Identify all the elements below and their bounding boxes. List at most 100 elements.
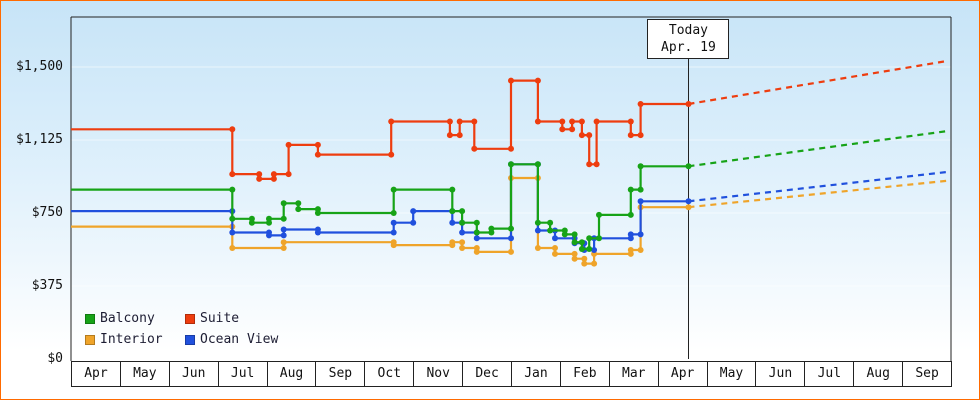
series-point-interior: [390, 242, 397, 249]
series-point-suite: [593, 161, 600, 168]
series-point-suite: [569, 118, 576, 125]
series-point-suite: [569, 126, 576, 133]
x-axis-month-label: Apr: [657, 361, 708, 387]
series-projection-balcony: [688, 130, 947, 168]
series-point-balcony: [508, 225, 514, 232]
series-point-interior: [637, 247, 644, 253]
x-axis-month-label: Apr: [71, 361, 121, 387]
series-point-interior: [449, 239, 456, 246]
legend-swatch-balcony: [85, 313, 95, 324]
chart-legend: Balcony Suite Interior Ocean View: [85, 311, 278, 347]
series-point-balcony: [586, 246, 593, 252]
series-point-interior: [280, 245, 287, 251]
series-point-balcony: [578, 239, 585, 246]
x-axis-month-label: May: [119, 361, 170, 387]
series-point-suite: [637, 101, 644, 107]
series-point-balcony: [627, 211, 634, 218]
today-label: Today: [668, 23, 709, 38]
x-axis-month-label: Feb: [559, 361, 610, 387]
series-point-balcony: [627, 186, 634, 193]
series-point-interior: [229, 245, 236, 251]
series-point-suite: [559, 126, 566, 133]
x-axis-month-label: Sep: [315, 361, 366, 387]
series-point-balcony: [449, 186, 456, 193]
series-point-interior: [552, 250, 558, 257]
series-point-interior: [581, 255, 588, 262]
series-point-interior: [459, 239, 466, 246]
x-axis-month-label: Jul: [217, 361, 268, 387]
series-point-suite: [586, 132, 593, 139]
series-point-suite: [593, 118, 600, 125]
series-point-balcony: [534, 219, 541, 226]
series-point-suite: [388, 151, 395, 158]
series-point-suite: [534, 77, 541, 84]
series-point-suite: [508, 77, 514, 84]
series-point-suite: [446, 118, 453, 125]
series-point-ocean-view: [637, 231, 644, 238]
series-point-interior: [581, 260, 588, 267]
series-point-balcony: [534, 161, 541, 168]
series-point-ocean-view: [314, 229, 321, 236]
series-point-suite: [471, 118, 478, 125]
series-point-ocean-view: [229, 229, 236, 236]
legend-item-suite: Suite: [185, 311, 278, 326]
legend-label: Interior: [100, 332, 163, 347]
x-axis: Apr May Jun Jul Aug Sep Oct Nov Dec Jan Feb Mar Apr M…: [71, 361, 953, 387]
series-projection-suite: [688, 60, 947, 106]
series-point-interior: [508, 248, 514, 255]
series-point-balcony: [390, 210, 397, 216]
series-point-suite: [314, 141, 321, 148]
series-point-ocean-view: [591, 247, 598, 253]
legend-label: Balcony: [100, 311, 155, 326]
series-point-suite: [285, 141, 292, 148]
legend-item-ocean-view: Ocean View: [185, 332, 278, 347]
today-date: Apr. 19: [661, 40, 716, 55]
x-axis-month-label: Nov: [413, 361, 464, 387]
legend-label: Ocean View: [200, 332, 279, 347]
series-point-balcony: [280, 215, 287, 222]
series-point-balcony: [280, 200, 287, 207]
series-point-balcony: [571, 231, 578, 238]
x-axis-month-label: Sep: [902, 361, 953, 387]
series-point-interior: [534, 245, 541, 251]
series-point-ocean-view: [449, 219, 456, 226]
series-point-balcony: [488, 225, 495, 232]
series-point-ocean-view: [390, 219, 397, 226]
series-point-suite: [446, 132, 453, 139]
x-axis-month-label: Jun: [168, 361, 219, 387]
series-point-interior: [685, 204, 692, 211]
series-point-suite: [314, 151, 321, 158]
legend-label: Suite: [200, 311, 240, 326]
series-point-suite: [388, 118, 395, 125]
series-point-suite: [508, 145, 514, 152]
x-axis-month-label: May: [706, 361, 757, 387]
today-annotation: Today Apr. 19: [647, 19, 730, 59]
series-point-balcony: [295, 206, 302, 213]
series-point-balcony: [547, 219, 554, 226]
series-point-suite: [229, 126, 236, 133]
series-point-suite: [534, 118, 541, 125]
legend-swatch-ocean-view: [185, 334, 195, 345]
series-point-balcony: [390, 186, 397, 193]
x-axis-month-label: Aug: [853, 361, 904, 387]
series-point-ocean-view: [637, 198, 644, 205]
y-axis-tick-label: $750: [31, 205, 63, 220]
x-axis-month-label: Mar: [608, 361, 659, 387]
series-point-suite: [456, 132, 463, 139]
series-point-ocean-view: [459, 229, 466, 236]
series-point-balcony: [637, 186, 644, 193]
series-point-suite: [578, 118, 585, 125]
series-point-balcony: [508, 161, 514, 168]
series-point-interior: [627, 247, 634, 253]
y-axis-tick-label: $375: [31, 278, 63, 293]
series-point-balcony: [229, 186, 236, 193]
series-projection-ocean-view: [688, 171, 947, 203]
series-point-balcony: [571, 239, 578, 246]
series-point-suite: [637, 132, 644, 139]
series-point-balcony: [459, 219, 466, 226]
series-point-balcony: [637, 163, 644, 170]
series-point-ocean-view: [280, 226, 287, 233]
series-point-suite: [627, 118, 634, 125]
y-axis-tick-label: $1,125: [16, 132, 63, 147]
